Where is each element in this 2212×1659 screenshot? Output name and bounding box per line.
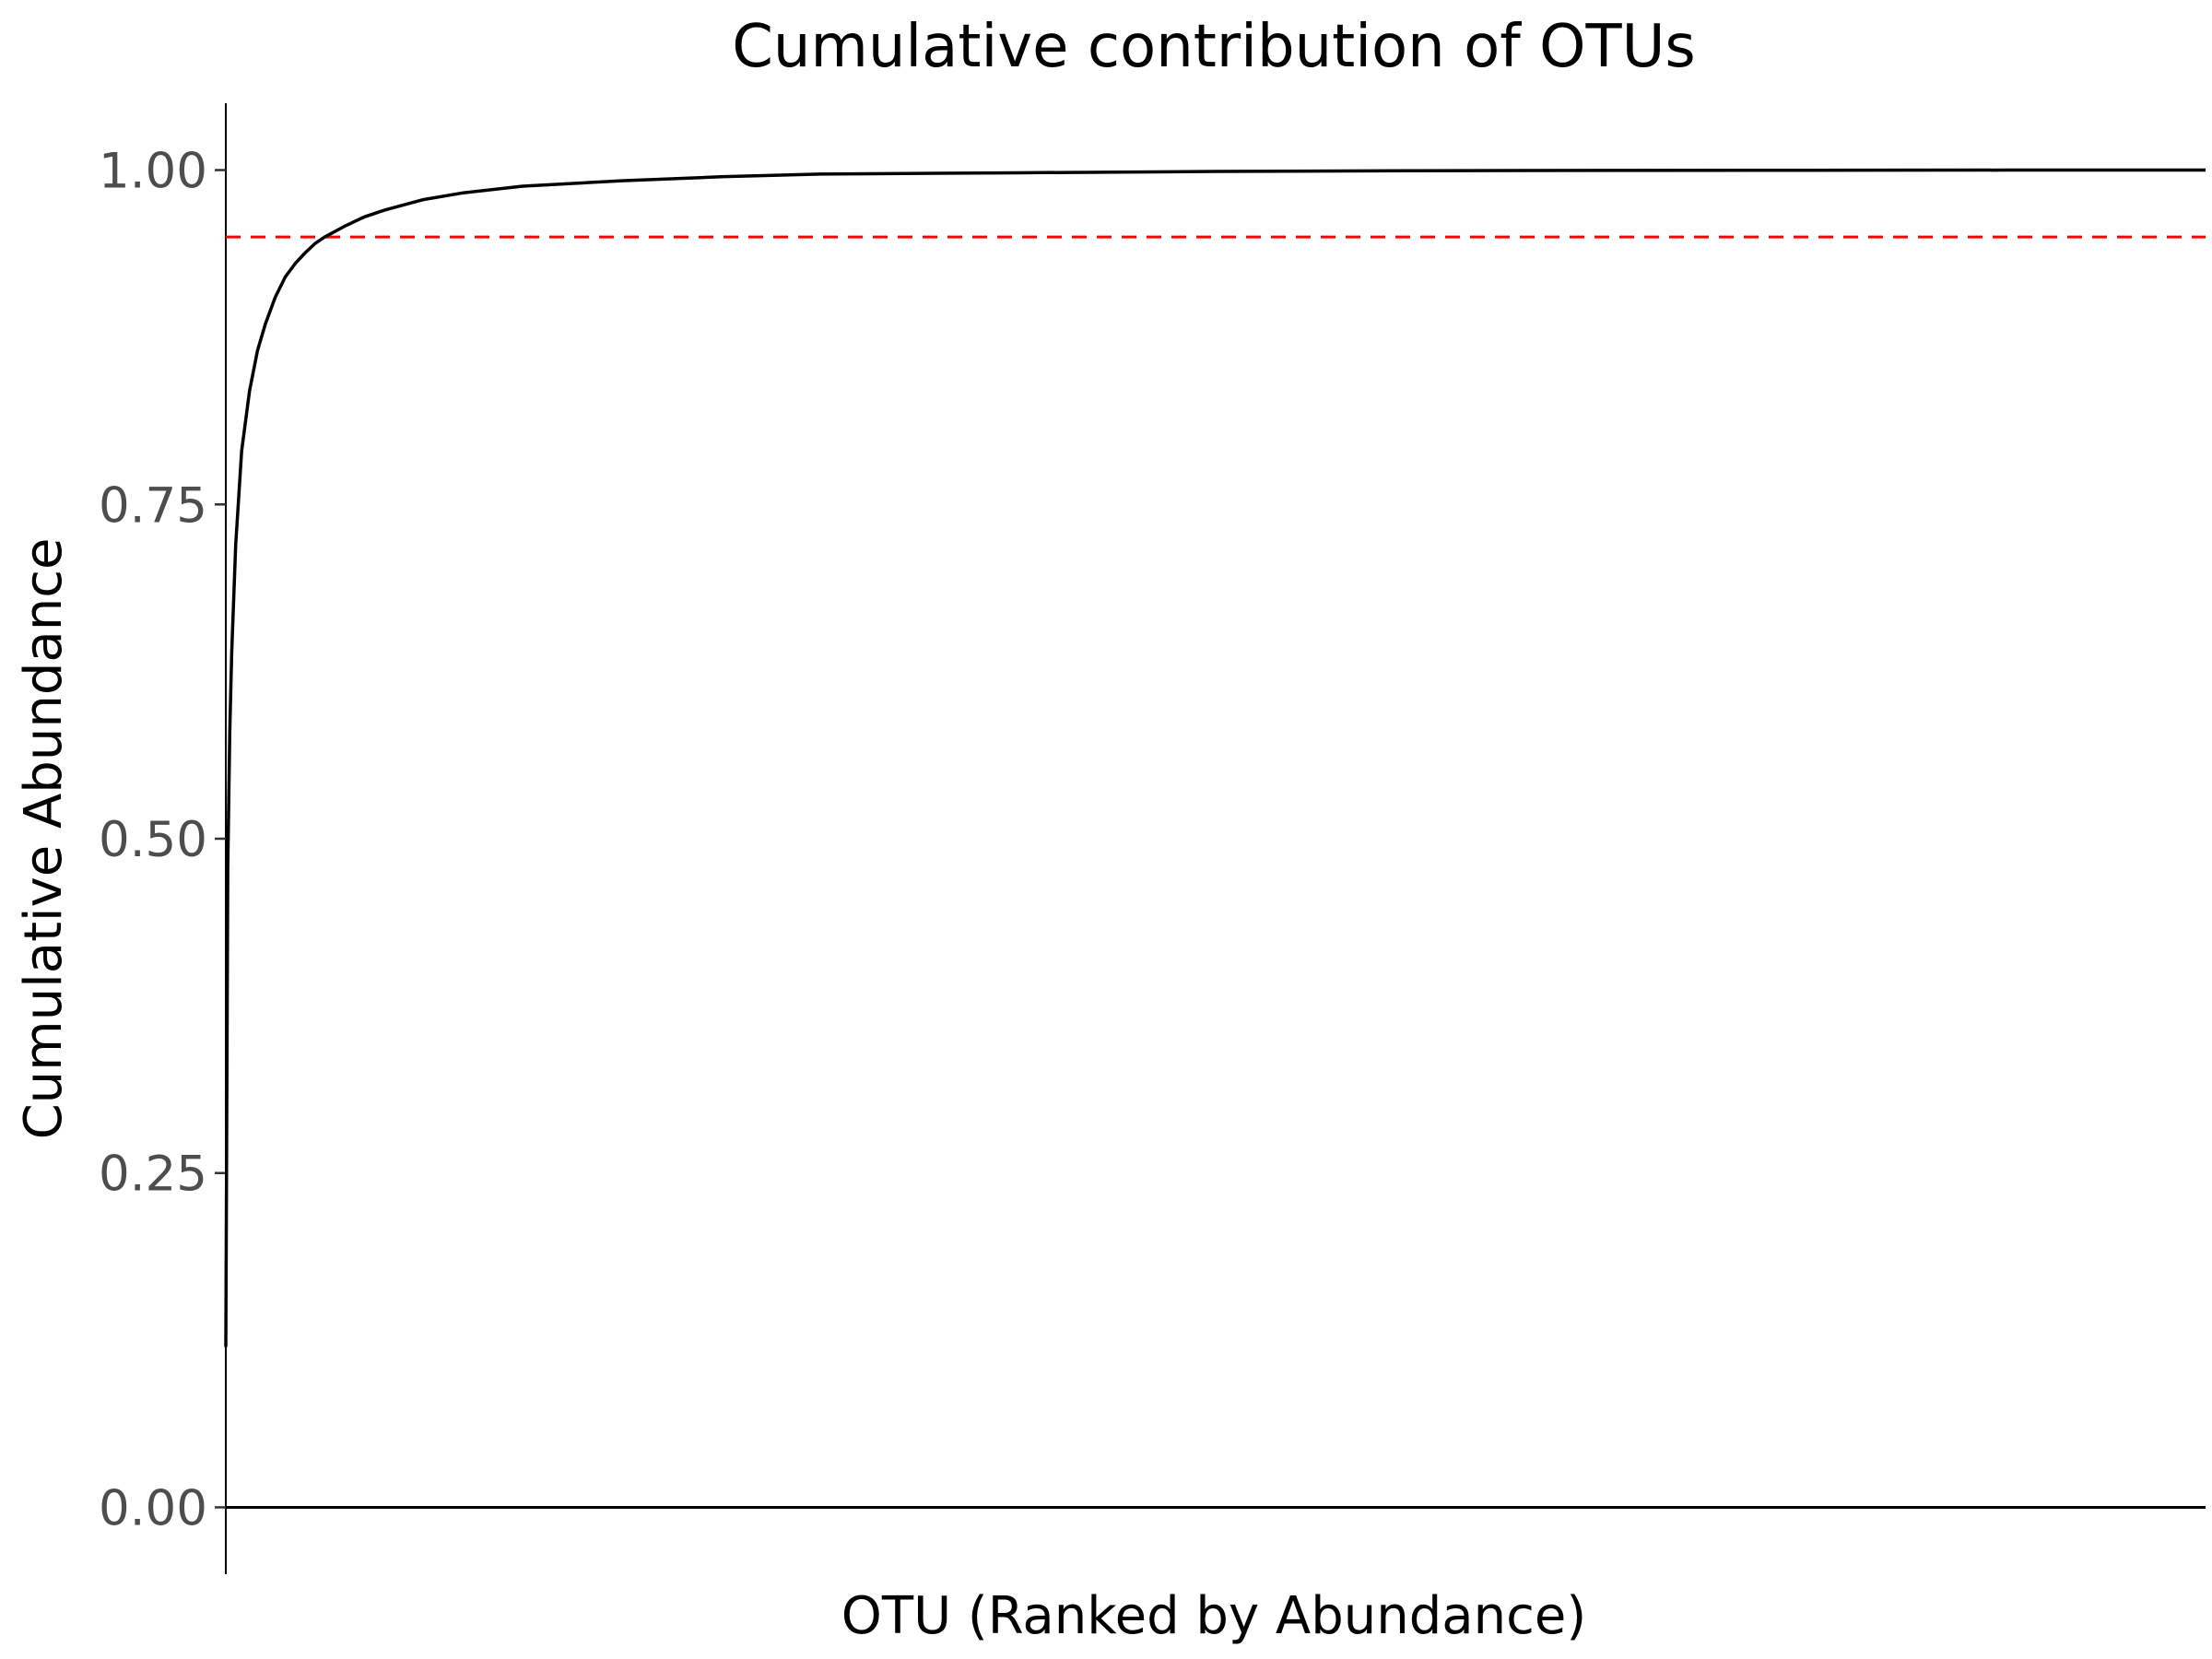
y-tick-label: 0.75 [99,477,207,534]
cumulative-curve [224,168,2206,1347]
plot-area: 0.00 0.25 0.50 0.75 1.00 [99,103,2206,1574]
y-tick-label: 0.50 [99,812,207,868]
y-tick-label: 0.25 [99,1147,207,1203]
x-axis-title: OTU (Ranked by Abundance) [841,1586,1586,1646]
chart-title: Cumulative contribution of OTUs [732,13,1696,81]
y-tick-label: 1.00 [99,144,207,200]
y-tick-label: 0.00 [99,1480,207,1536]
y-axis-title: Cumulative Abundance [14,538,74,1140]
